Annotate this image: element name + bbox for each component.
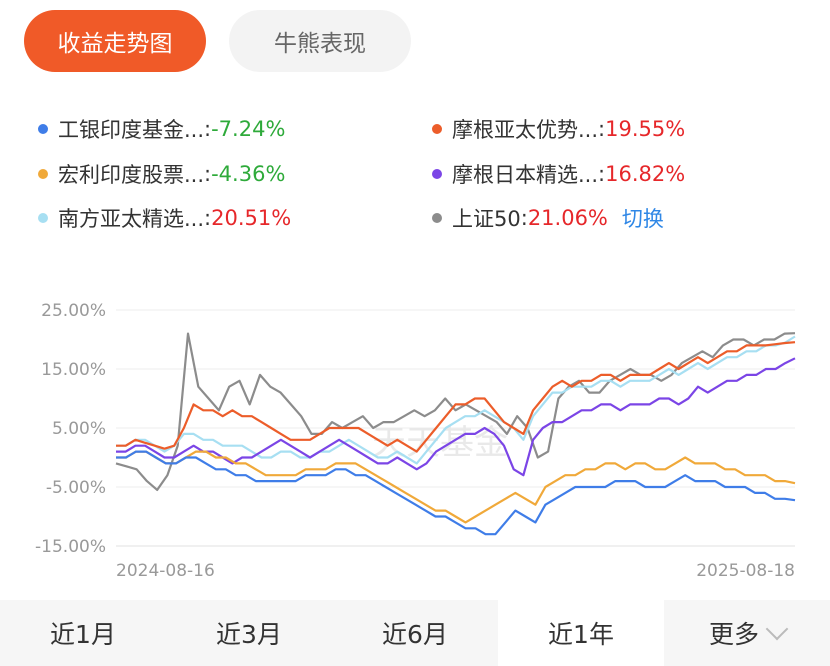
period-label: 近3月 bbox=[216, 620, 282, 649]
series-line bbox=[116, 335, 796, 465]
y-tick-label: -15.00% bbox=[35, 537, 106, 557]
tab-bull-bear-label: 牛熊表现 bbox=[274, 31, 366, 57]
y-tick-label: -5.00% bbox=[46, 478, 106, 498]
legend-name: 宏利印度股票... bbox=[58, 163, 205, 187]
legend-value: 20.51% bbox=[211, 206, 292, 230]
switch-benchmark-link[interactable]: 切换 bbox=[621, 207, 664, 231]
y-tick-label: 15.00% bbox=[41, 360, 106, 380]
tab-return-trend[interactable]: 收益走势图 bbox=[24, 10, 206, 72]
tab-return-trend-label: 收益走势图 bbox=[57, 31, 173, 57]
series-line bbox=[116, 450, 796, 536]
legend-value: -4.36% bbox=[211, 162, 286, 186]
period-label: 更多 bbox=[708, 620, 759, 649]
period-1y[interactable]: 近1年 bbox=[498, 600, 664, 666]
tab-bull-bear[interactable]: 牛熊表现 bbox=[229, 10, 411, 72]
period-3m[interactable]: 近3月 bbox=[166, 600, 332, 666]
period-label: 近1年 bbox=[548, 620, 614, 649]
legend-value: 19.55% bbox=[605, 117, 686, 141]
y-tick-label: 25.00% bbox=[41, 301, 106, 321]
legend-name: 摩根日本精选... bbox=[452, 163, 599, 187]
legend-item: 宏利印度股票...: -4.36% bbox=[38, 159, 285, 189]
legend-item: 南方亚太精选...: 20.51% bbox=[38, 203, 291, 233]
period-selector: 近1月 近3月 近6月 近1年 更多 bbox=[0, 600, 830, 666]
series-line bbox=[116, 450, 796, 524]
legend-item: 摩根日本精选...: 16.82% bbox=[432, 159, 685, 189]
legend-item: 摩根亚太优势...: 19.55% bbox=[432, 114, 685, 144]
period-label: 近6月 bbox=[382, 620, 448, 649]
x-tick-label: 2025-08-18 bbox=[696, 561, 795, 581]
legend-value: 21.06% bbox=[527, 206, 608, 230]
legend-value: 16.82% bbox=[605, 162, 686, 186]
period-6m[interactable]: 近6月 bbox=[332, 600, 498, 666]
legend-name: 摩根亚太优势... bbox=[452, 118, 599, 142]
legend-item: 上证50: 21.06% 切换 bbox=[432, 203, 664, 233]
chevron-down-icon bbox=[765, 617, 789, 641]
legend-dot bbox=[432, 213, 442, 223]
legend-name: 上证50 bbox=[452, 207, 521, 231]
legend-dot bbox=[432, 124, 442, 134]
period-more[interactable]: 更多 bbox=[664, 600, 830, 666]
return-chart-svg: 25.00%15.00%5.00%-5.00%-15.00%天天基金2024-0… bbox=[35, 301, 796, 581]
y-tick-label: 5.00% bbox=[52, 419, 106, 439]
legend-name: 南方亚太精选... bbox=[58, 207, 205, 231]
return-chart: 25.00% 15.00% 5.00% -5.00% -15.00% 天天基金 2024-0… bbox=[0, 296, 830, 586]
legend-value: -7.24% bbox=[211, 117, 286, 141]
series-line bbox=[115, 332, 796, 491]
series-line bbox=[116, 357, 796, 477]
legend-dot bbox=[432, 169, 442, 179]
legend-name: 工银印度基金... bbox=[58, 118, 205, 142]
series-line bbox=[116, 341, 796, 453]
legend-dot bbox=[38, 124, 48, 134]
period-1m[interactable]: 近1月 bbox=[0, 600, 166, 666]
period-label: 近1月 bbox=[50, 620, 116, 649]
legend-dot bbox=[38, 169, 48, 179]
x-tick-label: 2024-08-16 bbox=[116, 561, 215, 581]
legend-dot bbox=[38, 213, 48, 223]
legend-item: 工银印度基金...: -7.24% bbox=[38, 114, 285, 144]
